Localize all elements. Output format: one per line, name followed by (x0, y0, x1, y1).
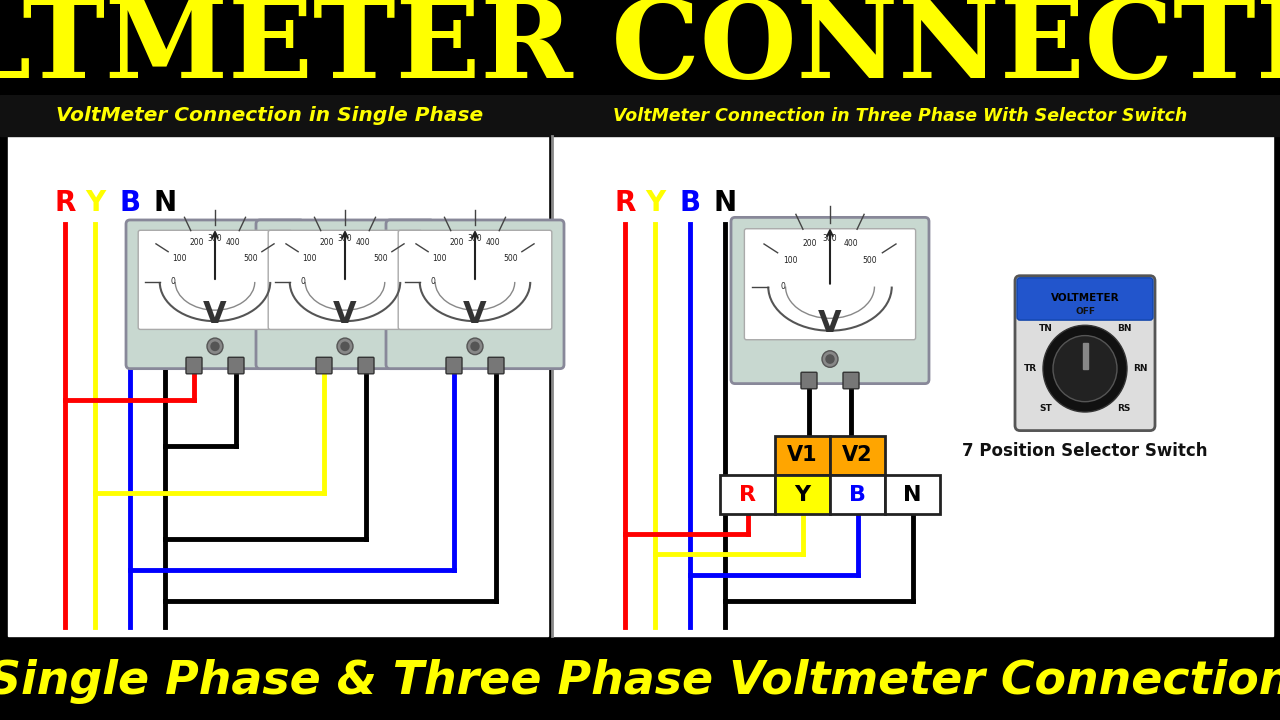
Text: 500: 500 (863, 256, 877, 266)
Text: OFF: OFF (1075, 307, 1094, 316)
Text: V: V (204, 300, 227, 330)
Text: BN: BN (1116, 324, 1132, 333)
FancyBboxPatch shape (1015, 276, 1155, 431)
Text: 300: 300 (207, 234, 223, 243)
Circle shape (826, 355, 835, 363)
Text: TN: TN (1039, 324, 1053, 333)
Text: V: V (463, 300, 486, 330)
Text: B: B (680, 189, 700, 217)
Circle shape (822, 351, 838, 367)
FancyBboxPatch shape (316, 357, 332, 374)
FancyBboxPatch shape (801, 372, 817, 389)
Bar (774, 436, 829, 475)
Bar (884, 475, 940, 514)
Text: Single Phase & Three Phase Voltmeter Connection: Single Phase & Three Phase Voltmeter Con… (0, 659, 1280, 703)
Text: 200: 200 (189, 238, 204, 248)
Circle shape (211, 342, 219, 351)
Text: 100: 100 (783, 256, 797, 266)
Text: V1: V1 (787, 446, 818, 465)
Text: 100: 100 (433, 254, 447, 264)
FancyArrow shape (1083, 343, 1088, 369)
FancyBboxPatch shape (1018, 278, 1153, 320)
FancyBboxPatch shape (488, 357, 504, 374)
Text: 400: 400 (844, 238, 858, 248)
Text: V2: V2 (842, 446, 873, 465)
Text: 300: 300 (823, 233, 837, 243)
Text: 300: 300 (338, 234, 352, 243)
FancyBboxPatch shape (387, 220, 564, 369)
Circle shape (337, 338, 353, 354)
Text: R: R (614, 189, 636, 217)
Circle shape (340, 342, 349, 351)
FancyBboxPatch shape (256, 220, 434, 369)
FancyBboxPatch shape (445, 357, 462, 374)
Text: Y: Y (795, 485, 810, 505)
Text: 200: 200 (319, 238, 334, 248)
Text: B: B (849, 485, 867, 505)
Text: 500: 500 (503, 254, 518, 264)
Circle shape (467, 338, 483, 354)
Text: 400: 400 (356, 238, 371, 248)
Text: B: B (119, 189, 141, 217)
FancyBboxPatch shape (745, 229, 915, 340)
FancyBboxPatch shape (138, 230, 292, 330)
FancyBboxPatch shape (844, 372, 859, 389)
Text: N: N (904, 485, 922, 505)
Text: 200: 200 (803, 238, 817, 248)
Bar (8, 136, 548, 636)
Text: 100: 100 (172, 254, 187, 264)
Text: V: V (818, 309, 842, 338)
Circle shape (471, 342, 479, 351)
Text: ST: ST (1039, 405, 1052, 413)
FancyBboxPatch shape (269, 230, 422, 330)
Text: 300: 300 (467, 234, 483, 243)
Text: 500: 500 (243, 254, 259, 264)
Text: 200: 200 (449, 238, 463, 248)
Text: 500: 500 (374, 254, 388, 264)
Text: 400: 400 (486, 238, 500, 248)
Bar (829, 475, 884, 514)
Bar (829, 436, 884, 475)
Bar (774, 475, 829, 514)
Bar (553, 136, 1274, 636)
Text: VOLTMETER CONNECTION: VOLTMETER CONNECTION (0, 0, 1280, 101)
Text: 0: 0 (170, 277, 175, 287)
Text: V: V (333, 300, 357, 330)
Text: N: N (713, 189, 736, 217)
FancyBboxPatch shape (358, 357, 374, 374)
Bar (0, 95, 1280, 136)
Bar (719, 475, 774, 514)
FancyBboxPatch shape (228, 357, 244, 374)
Text: 0: 0 (430, 277, 435, 287)
Text: 0: 0 (781, 282, 786, 291)
FancyBboxPatch shape (125, 220, 305, 369)
FancyBboxPatch shape (398, 230, 552, 330)
Text: Y: Y (645, 189, 666, 217)
Text: 0: 0 (301, 277, 306, 287)
Text: VOLTMETER: VOLTMETER (1051, 294, 1119, 303)
Text: RN: RN (1133, 364, 1147, 373)
Text: Y: Y (84, 189, 105, 217)
Circle shape (1043, 325, 1126, 412)
Text: 7 Position Selector Switch: 7 Position Selector Switch (963, 442, 1208, 460)
Circle shape (207, 338, 223, 354)
FancyBboxPatch shape (186, 357, 202, 374)
Text: R: R (54, 189, 76, 217)
Text: RS: RS (1117, 405, 1130, 413)
Text: N: N (154, 189, 177, 217)
Text: R: R (739, 485, 756, 505)
Text: TR: TR (1024, 364, 1037, 373)
Text: 400: 400 (227, 238, 241, 248)
Circle shape (1053, 336, 1117, 402)
Text: VoltMeter Connection in Three Phase With Selector Switch: VoltMeter Connection in Three Phase With… (613, 107, 1187, 125)
FancyBboxPatch shape (731, 217, 929, 384)
Text: 100: 100 (302, 254, 316, 264)
Text: VoltMeter Connection in Single Phase: VoltMeter Connection in Single Phase (56, 106, 484, 125)
